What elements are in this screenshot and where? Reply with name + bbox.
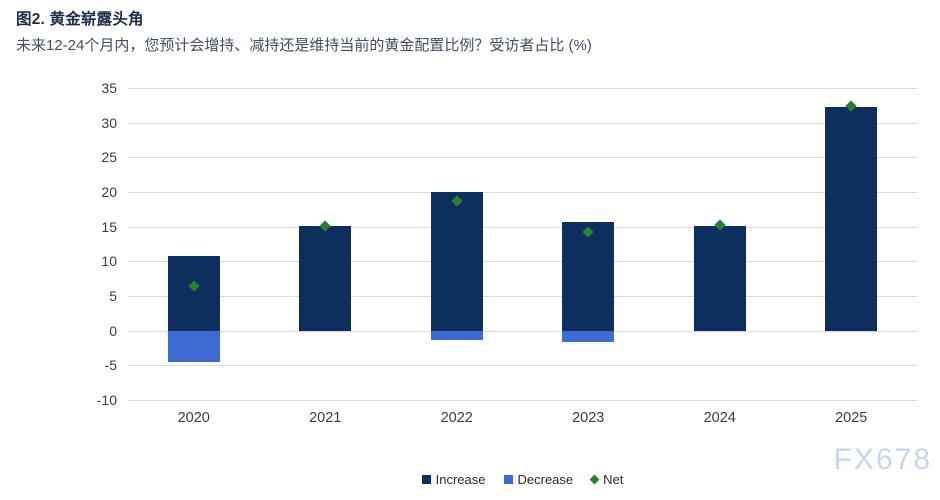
watermark: FX678 bbox=[833, 443, 932, 476]
gridline bbox=[128, 261, 917, 263]
gridline bbox=[128, 122, 917, 124]
chart-legend: Increase Decrease Net bbox=[128, 472, 917, 487]
gridline bbox=[128, 88, 917, 89]
bar-increase bbox=[167, 255, 220, 331]
gridline bbox=[128, 400, 917, 401]
legend-square-icon bbox=[421, 475, 431, 484]
gridline bbox=[128, 226, 917, 228]
gridline bbox=[128, 365, 917, 367]
bar-decrease bbox=[562, 330, 615, 342]
legend-item: Net bbox=[589, 472, 624, 487]
x-axis-label: 2023 bbox=[572, 410, 605, 426]
x-axis-label: 2020 bbox=[177, 410, 210, 426]
legend-label: Net bbox=[603, 472, 624, 487]
y-axis-label: 30 bbox=[101, 114, 117, 131]
x-axis-label: 2021 bbox=[309, 410, 342, 426]
gridline bbox=[128, 330, 917, 332]
gridline bbox=[128, 157, 917, 159]
legend-item: Increase bbox=[421, 472, 486, 487]
legend-diamond-icon bbox=[589, 474, 600, 485]
bar-increase bbox=[299, 225, 352, 331]
y-axis-label: 10 bbox=[101, 253, 117, 270]
y-axis-label: 0 bbox=[109, 322, 117, 339]
bar-decrease bbox=[430, 330, 483, 341]
bar-increase bbox=[430, 192, 483, 331]
x-axis-label: 2025 bbox=[835, 410, 868, 426]
legend-label: Decrease bbox=[517, 472, 574, 487]
y-axis-label: 25 bbox=[101, 149, 117, 166]
gridline bbox=[128, 296, 917, 297]
chart-subtitle: 未来12-24个月内，您预计会增持、减持还是维持当前的黄金配置比例？受访者占比 … bbox=[16, 37, 592, 54]
gridline bbox=[128, 192, 917, 193]
bar-decrease bbox=[167, 330, 220, 362]
x-axis-label: 2022 bbox=[440, 410, 473, 426]
legend-item: Decrease bbox=[503, 472, 574, 487]
legend-square-icon bbox=[503, 475, 513, 484]
x-axis-label: 2024 bbox=[703, 410, 736, 426]
bar-increase bbox=[562, 221, 615, 331]
bar-increase bbox=[693, 225, 746, 331]
y-axis-label: 35 bbox=[101, 80, 117, 96]
legend-label: Increase bbox=[435, 472, 486, 487]
y-axis-label: 5 bbox=[109, 288, 117, 304]
page-title: 图2. 黄金崭露头角 bbox=[16, 11, 144, 28]
y-axis-label: -10 bbox=[96, 392, 117, 408]
y-axis-label: 20 bbox=[101, 184, 117, 200]
bar-increase bbox=[825, 107, 878, 331]
y-axis-label: 15 bbox=[101, 218, 117, 235]
y-axis-label: -5 bbox=[104, 357, 117, 374]
